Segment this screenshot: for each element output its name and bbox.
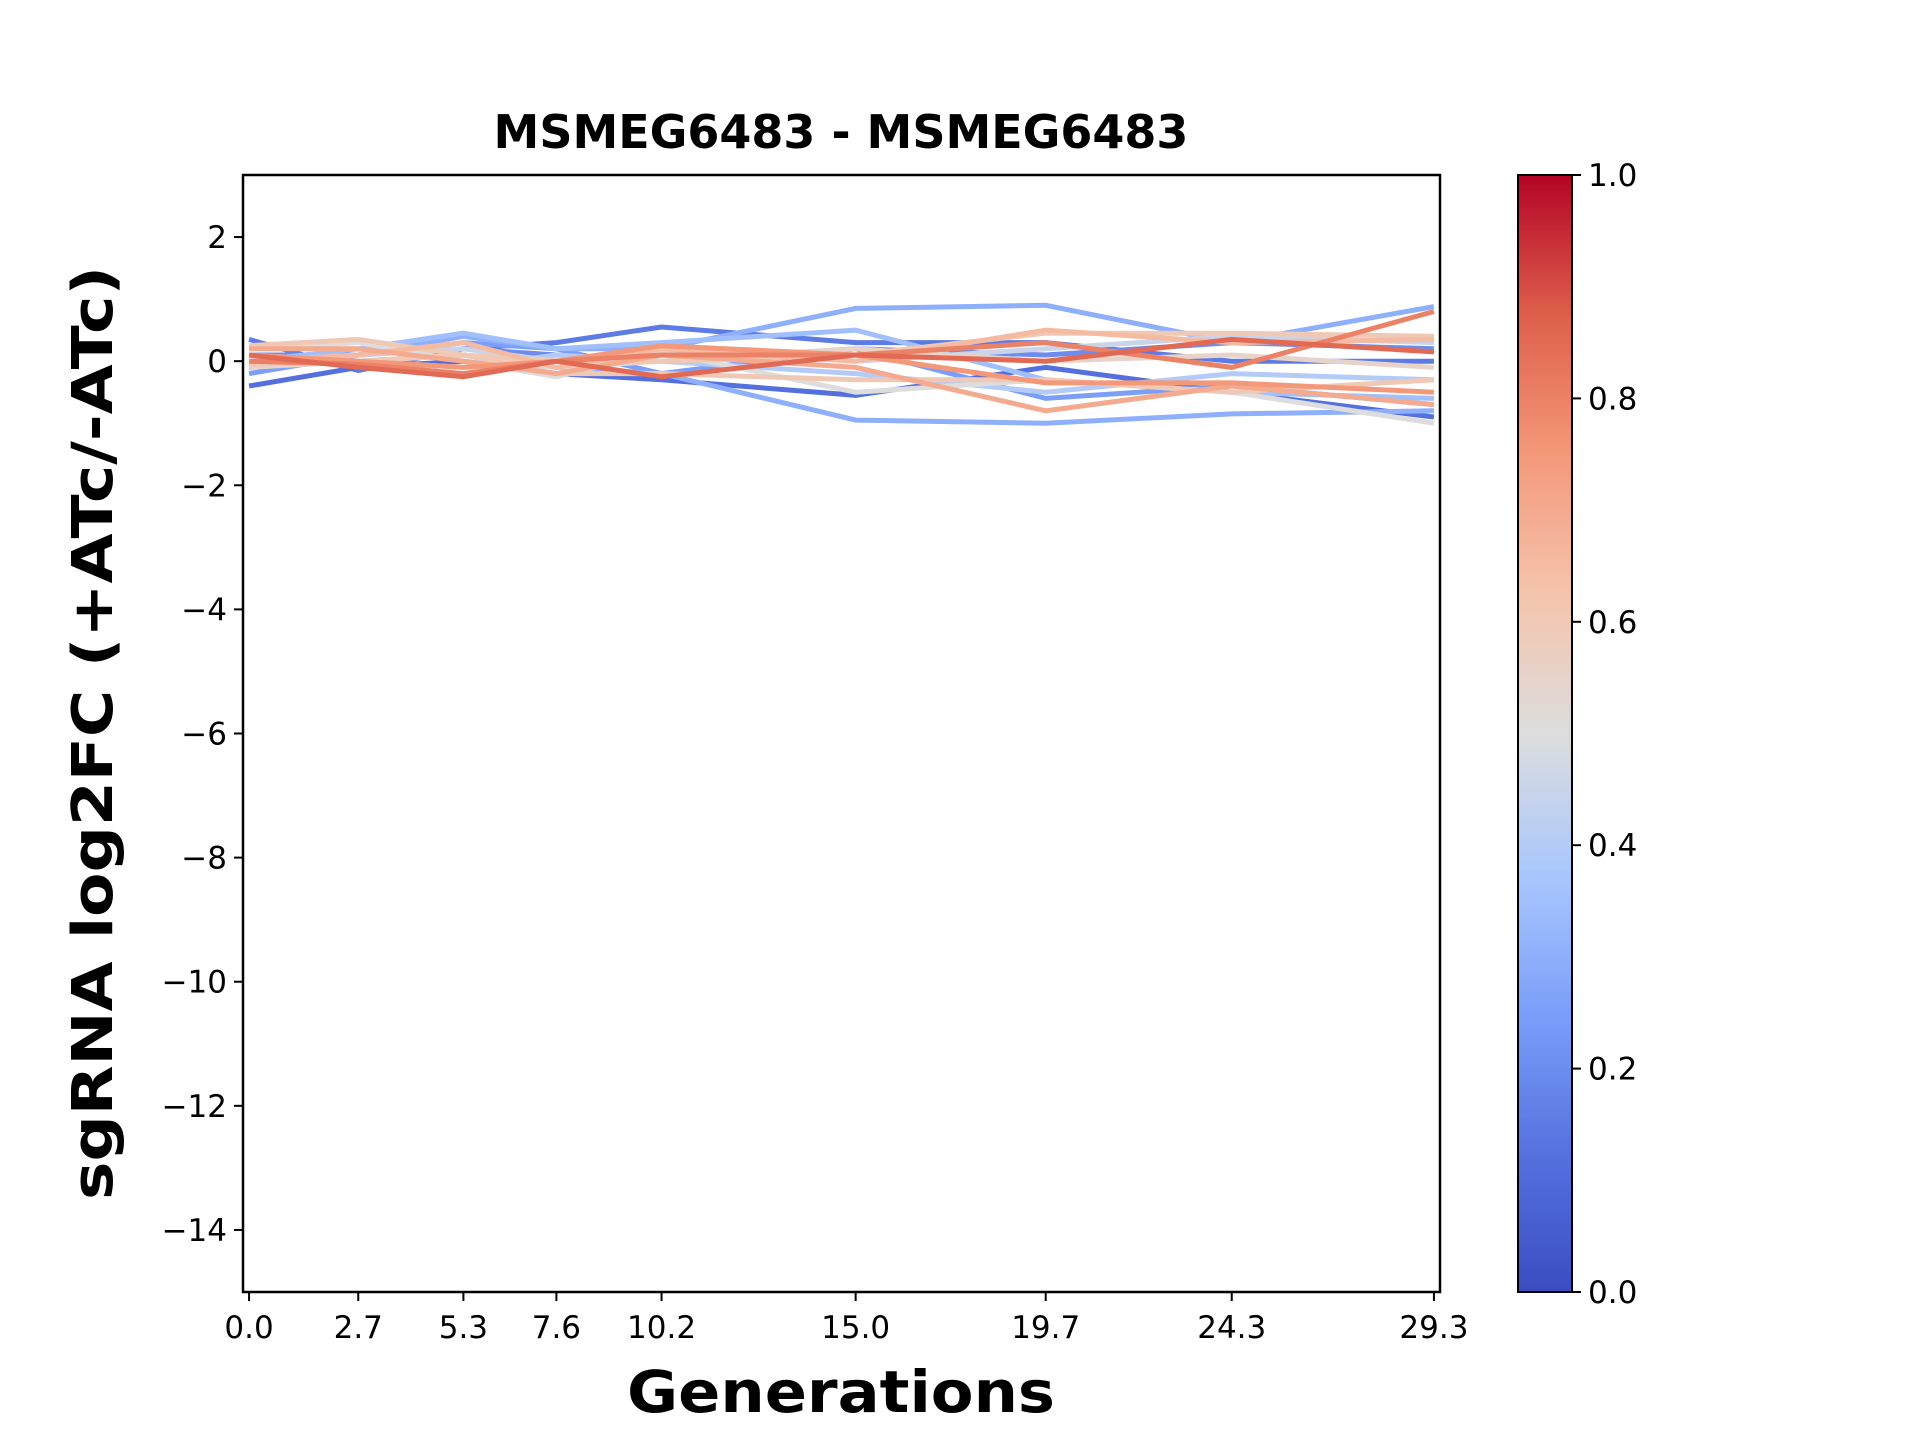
x-tick-label: 29.3 [1399, 1310, 1468, 1346]
series-line-12 [249, 352, 1435, 395]
y-axis-ticks: 2 0 −2 −4 −6 −8 −10 −12 −14 [162, 220, 243, 1249]
colorbar-tick-label: 0.4 [1588, 828, 1637, 864]
colorbar-tick-label: 1.0 [1588, 158, 1637, 194]
y-axis-label: sgRNA log2FC (+ATc/-ATc) [61, 266, 126, 1200]
x-tick-label: 7.6 [532, 1310, 581, 1346]
colorbar-tick-label: 0.8 [1588, 381, 1637, 417]
series-line-11 [248, 330, 1434, 364]
y-tick-label: −8 [181, 841, 227, 877]
x-tick-label: 2.7 [334, 1310, 383, 1346]
y-tick-label: 0 [207, 344, 227, 380]
series-line-16 [249, 309, 1435, 377]
x-axis-label: Generations [627, 1358, 1055, 1426]
y-tick-label: −12 [162, 1089, 227, 1125]
series-line-17 [248, 336, 1435, 380]
x-tick-label: 0.0 [224, 1310, 273, 1346]
x-axis-ticks: 0.0 2.7 5.3 7.6 10.2 15.0 19.7 24.3 29.3 [224, 1292, 1468, 1346]
y-tick-label: −10 [162, 965, 227, 1001]
colorbar-ticks: 0.0 0.2 0.4 0.6 0.8 1.0 [1572, 158, 1637, 1311]
chart-title: MSMEG6483 - MSMEG6483 [494, 105, 1189, 159]
x-tick-label: 15.0 [821, 1310, 890, 1346]
y-tick-label: −2 [181, 468, 227, 504]
y-tick-label: 2 [207, 220, 227, 256]
colorbar-tick-label: 0.0 [1588, 1275, 1637, 1311]
x-tick-label: 5.3 [439, 1310, 488, 1346]
y-tick-label: −4 [181, 592, 227, 628]
x-tick-label: 24.3 [1197, 1310, 1266, 1346]
colorbar [1517, 174, 1573, 1293]
y-tick-label: −14 [162, 1213, 227, 1249]
series-line-15 [248, 343, 1435, 395]
series-lines [248, 302, 1435, 426]
colorbar-tick-label: 0.6 [1588, 605, 1637, 641]
x-tick-label: 10.2 [627, 1310, 696, 1346]
x-tick-label: 19.7 [1011, 1310, 1080, 1346]
y-tick-label: −6 [181, 717, 227, 753]
colorbar-tick-label: 0.2 [1588, 1052, 1637, 1088]
